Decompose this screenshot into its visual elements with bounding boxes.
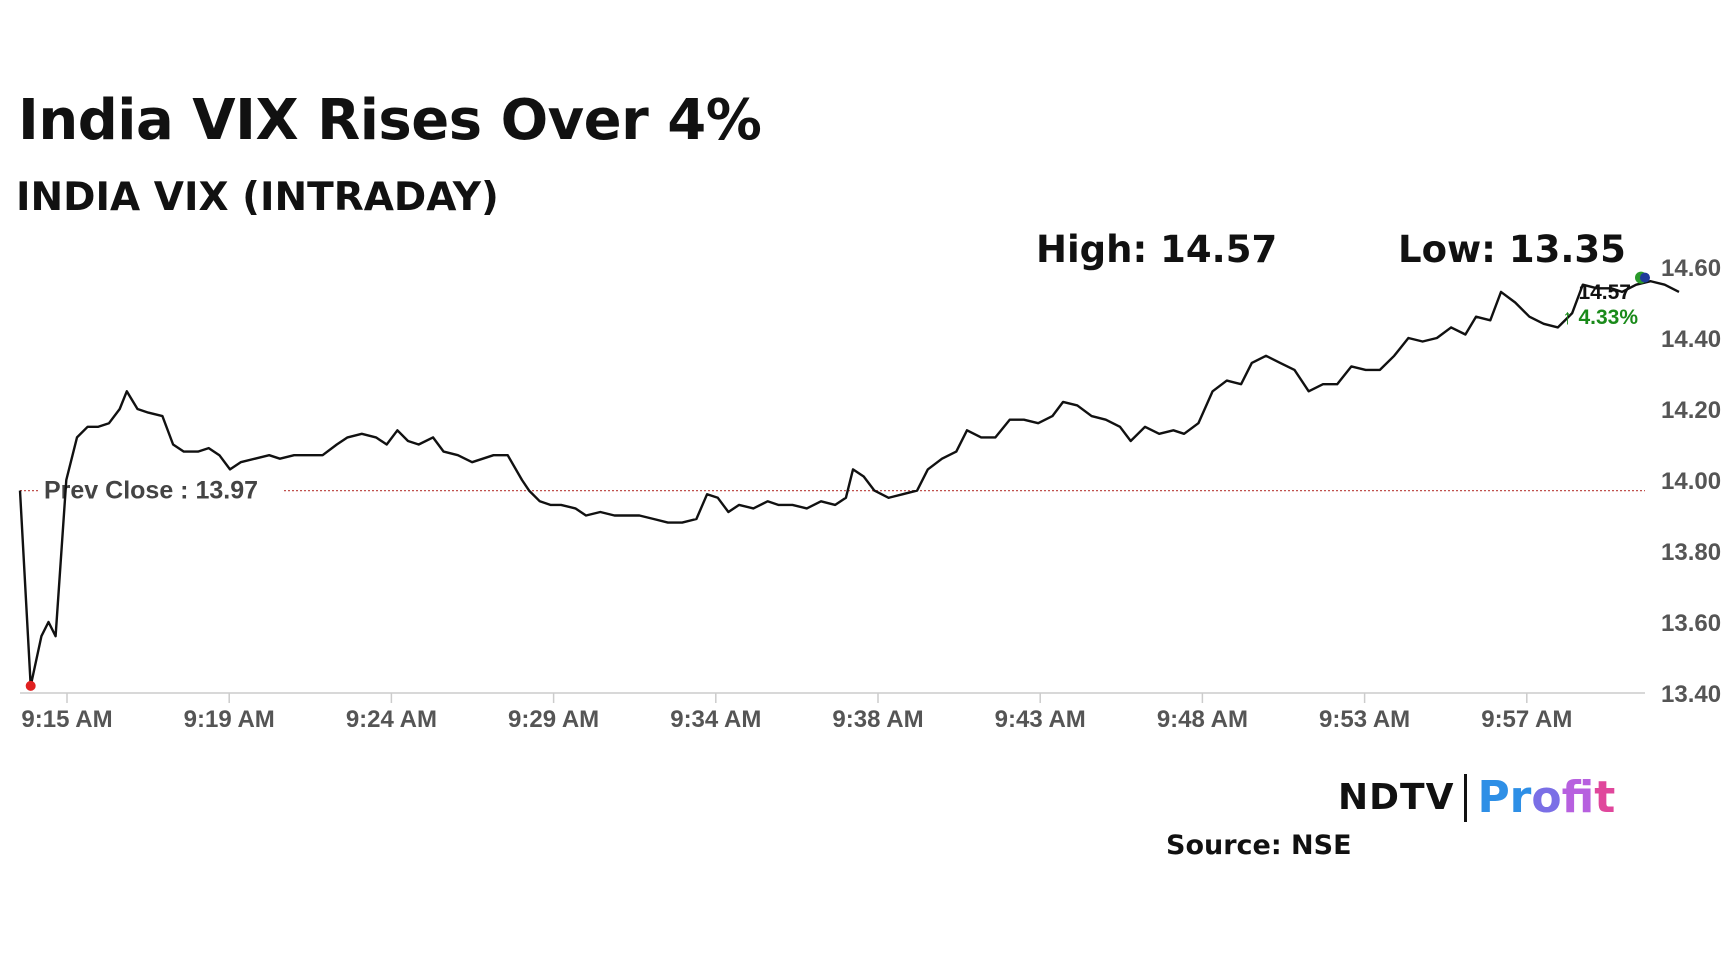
prev-close-label: Prev Close : 13.97 xyxy=(44,477,258,505)
logo-separator xyxy=(1464,773,1468,822)
x-tick-label: 9:15 AM xyxy=(21,706,112,733)
x-tick-label: 9:53 AM xyxy=(1319,706,1410,733)
source-label: Source: NSE xyxy=(1166,830,1352,861)
logo-profit-text: Profit xyxy=(1477,772,1616,823)
change-percent-label: ↑ 4.33% xyxy=(1562,306,1638,329)
y-tick-label: 13.80 xyxy=(1661,539,1721,566)
ndtv-profit-logo: NDTV Profit xyxy=(1338,772,1615,823)
prev-close-label-bg xyxy=(38,474,284,505)
x-tick-label: 9:57 AM xyxy=(1481,706,1572,733)
x-tick-label: 9:38 AM xyxy=(832,706,923,733)
low-label: Low: 13.35 xyxy=(1398,228,1626,271)
low-point-marker xyxy=(25,680,36,691)
x-tick-label: 9:24 AM xyxy=(346,706,437,733)
x-tick-label: 9:48 AM xyxy=(1157,706,1248,733)
logo-ndtv-text: NDTV xyxy=(1338,777,1455,818)
y-tick-label: 14.00 xyxy=(1661,468,1721,495)
y-tick-label: 13.60 xyxy=(1661,610,1721,637)
x-tick-label: 9:34 AM xyxy=(670,706,761,733)
high-label: High: 14.57 xyxy=(1036,228,1278,271)
x-tick-label: 9:29 AM xyxy=(508,706,599,733)
last-value-marker-outline xyxy=(1640,272,1650,283)
x-tick-label: 9:43 AM xyxy=(995,706,1086,733)
x-tick-label: 9:19 AM xyxy=(184,706,275,733)
chart-title: India VIX Rises Over 4% xyxy=(18,88,762,153)
y-tick-label: 13.40 xyxy=(1661,681,1721,708)
y-tick-label: 14.20 xyxy=(1661,397,1721,424)
y-tick-label: 14.60 xyxy=(1661,255,1721,282)
last-value-label: 14.57 xyxy=(1578,281,1631,304)
vix-series-line xyxy=(18,280,1680,688)
chart-subtitle: INDIA VIX (INTRADAY) xyxy=(16,175,499,220)
y-tick-label: 14.40 xyxy=(1661,326,1721,353)
